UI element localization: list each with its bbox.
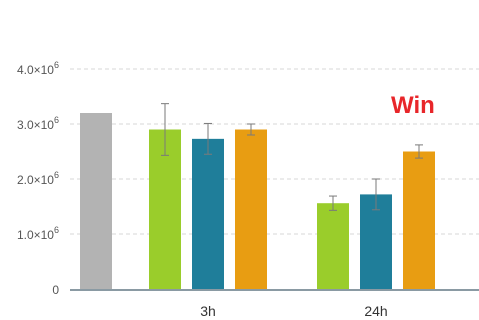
- y-tick-label-base: 1.0×10: [17, 228, 54, 242]
- bar-3h-series-3: [235, 129, 267, 289]
- error-bars: [161, 103, 423, 211]
- error-bar-3h-series-3: [247, 123, 255, 136]
- y-tick-label: 0: [52, 283, 59, 297]
- error-bar-3h-series-2: [204, 122, 212, 155]
- y-tick-label-base: 0: [52, 283, 59, 297]
- grid-lines: [70, 68, 479, 235]
- bars: [80, 113, 435, 289]
- baseline-bar: [80, 113, 112, 289]
- bar-24h-series-1: [317, 203, 349, 289]
- y-tick-label-exponent: 6: [54, 60, 59, 70]
- error-bar-3h-series-1: [161, 103, 169, 156]
- y-tick-label-exponent: 6: [54, 170, 59, 180]
- y-tick-label: 4.0×106: [17, 60, 59, 77]
- y-tick-label: 2.0×106: [17, 170, 59, 187]
- y-tick-label: 3.0×106: [17, 115, 59, 132]
- win-annotation: Win: [391, 92, 435, 119]
- bar-3h-series-1: [149, 129, 181, 289]
- x-category-label: 3h: [200, 303, 216, 319]
- y-tick-label-base: 4.0×10: [17, 63, 54, 77]
- y-tick-label-exponent: 6: [54, 225, 59, 235]
- x-axis-category-labels: 3h 24h: [200, 303, 387, 319]
- y-tick-label: 1.0×106: [17, 225, 59, 242]
- x-category-label: 24h: [364, 303, 387, 319]
- y-tick-label-base: 3.0×10: [17, 118, 54, 132]
- y-tick-label-base: 2.0×10: [17, 173, 54, 187]
- y-tick-label-exponent: 6: [54, 115, 59, 125]
- bar-24h-series-3: [403, 151, 435, 289]
- error-bar-24h-series-2: [372, 178, 380, 211]
- bar-3h-series-2: [192, 138, 224, 289]
- error-bar-24h-series-1: [329, 195, 337, 211]
- error-bar-24h-series-3: [415, 144, 423, 159]
